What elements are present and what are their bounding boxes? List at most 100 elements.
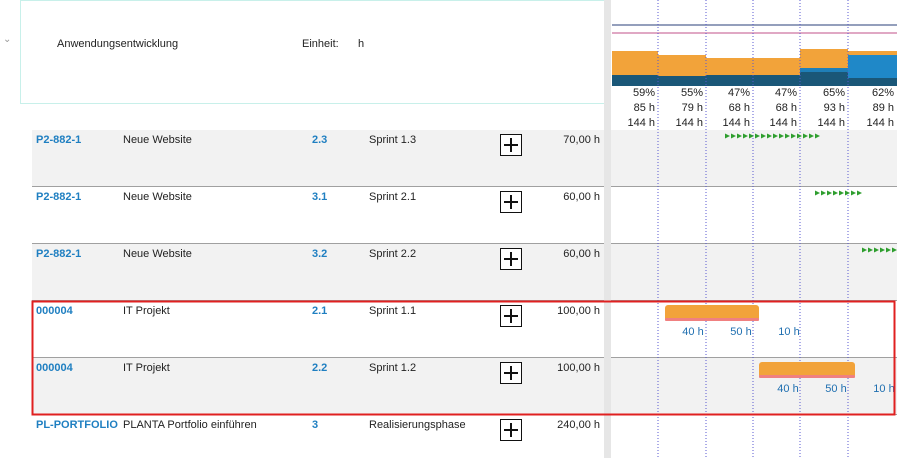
task-bar[interactable] (759, 362, 855, 378)
row-hours: 100,00 h (557, 362, 600, 374)
summary-hours: 89 h (873, 102, 894, 114)
splitter[interactable] (604, 0, 611, 458)
row-hours: 240,00 h (557, 419, 600, 431)
summary-capacity: 144 h (627, 117, 655, 129)
milestone-arrow (833, 190, 838, 196)
row-hours: 70,00 h (563, 134, 600, 146)
row-id[interactable]: PL-PORTFOLIO (36, 419, 118, 431)
summary-percent: 65% (823, 87, 845, 99)
milestone-arrow (821, 190, 826, 196)
collapse-chevron[interactable]: ⌄ (3, 34, 11, 45)
project-name: Anwendungsentwicklung (57, 38, 178, 50)
task-bar[interactable] (665, 305, 759, 321)
selection-frame (31, 300, 896, 416)
milestone-arrow (737, 133, 742, 139)
summary-capacity: 144 h (769, 117, 797, 129)
row-number: 2.3 (312, 134, 327, 146)
milestone-arrow (749, 133, 754, 139)
task-bar-edge (665, 318, 759, 321)
row-number: 3.2 (312, 248, 327, 260)
summary-capacity: 144 h (817, 117, 845, 129)
row-name: IT Projekt (123, 305, 170, 317)
summary-percent: 62% (872, 87, 894, 99)
summary-capacity: 144 h (866, 117, 894, 129)
summary-percent: 47% (775, 87, 797, 99)
summary-hours: 93 h (824, 102, 845, 114)
bar-hours: 10 h (778, 326, 799, 338)
milestone-arrow (857, 190, 862, 196)
summary-capacity: 144 h (722, 117, 750, 129)
milestone-arrow (862, 247, 867, 253)
summary-percent: 47% (728, 87, 750, 99)
row-name: IT Projekt (123, 362, 170, 374)
bar-hours: 40 h (682, 326, 703, 338)
milestone-arrow (880, 247, 885, 253)
summary-capacity: 144 h (675, 117, 703, 129)
milestone-arrow (725, 133, 730, 139)
summary-hours: 85 h (634, 102, 655, 114)
milestone-arrow (851, 190, 856, 196)
milestone-arrow (839, 190, 844, 196)
row-number: 2.1 (312, 305, 327, 317)
milestone-arrow (845, 190, 850, 196)
row-id[interactable]: P2-882-1 (36, 191, 81, 203)
row-name: Neue Website (123, 134, 192, 146)
milestone-arrow (767, 133, 772, 139)
add-icon (504, 423, 518, 437)
bar-hours: 50 h (730, 326, 751, 338)
row-sprint: Sprint 1.1 (369, 305, 416, 317)
summary-hours: 68 h (776, 102, 797, 114)
add-icon (504, 195, 518, 209)
add-icon (504, 366, 518, 380)
milestone-arrow (815, 190, 820, 196)
milestone-arrow (773, 133, 778, 139)
milestone-arrow (779, 133, 784, 139)
row-id[interactable]: 000004 (36, 362, 74, 374)
row-name: Neue Website (123, 191, 192, 203)
milestone-arrow (874, 247, 879, 253)
add-icon (504, 138, 518, 152)
milestone-arrow (785, 133, 790, 139)
task-bar-edge (759, 375, 855, 378)
row-number: 3 (312, 419, 318, 431)
row-hours: 60,00 h (563, 191, 600, 203)
unit-label: Einheit: (302, 38, 339, 50)
bar-hours: 50 h (825, 383, 846, 395)
milestone-arrow (803, 133, 808, 139)
add-icon (504, 309, 518, 323)
row-id[interactable]: 000004 (36, 305, 74, 317)
milestone-arrow (892, 247, 897, 253)
row-number: 2.2 (312, 362, 327, 374)
bar-hours: 10 h (873, 383, 894, 395)
milestone-arrow (815, 133, 820, 139)
milestone-arrow (809, 133, 814, 139)
row-name: Neue Website (123, 248, 192, 260)
milestone-arrow (755, 133, 760, 139)
milestone-arrow (743, 133, 748, 139)
unit-value: h (358, 38, 364, 50)
milestone-arrow (868, 247, 873, 253)
milestone-arrow (797, 133, 802, 139)
summary-percent: 55% (681, 87, 703, 99)
row-name: PLANTA Portfolio einführen (123, 419, 257, 431)
header-box (20, 0, 608, 104)
load-chart (612, 24, 897, 86)
milestone-arrow (731, 133, 736, 139)
row-sprint: Sprint 2.2 (369, 248, 416, 260)
summary-hours: 79 h (682, 102, 703, 114)
row-id[interactable]: P2-882-1 (36, 248, 81, 260)
summary-percent: 59% (633, 87, 655, 99)
row-sprint: Sprint 1.3 (369, 134, 416, 146)
milestone-arrow (791, 133, 796, 139)
row-sprint: Sprint 2.1 (369, 191, 416, 203)
row-sprint: Sprint 1.2 (369, 362, 416, 374)
milestone-arrow (827, 190, 832, 196)
milestone-arrow (886, 247, 891, 253)
milestone-arrow (761, 133, 766, 139)
add-icon (504, 252, 518, 266)
row-sprint: Realisierungsphase (369, 419, 466, 431)
row-number: 3.1 (312, 191, 327, 203)
bar-hours: 40 h (777, 383, 798, 395)
row-id[interactable]: P2-882-1 (36, 134, 81, 146)
